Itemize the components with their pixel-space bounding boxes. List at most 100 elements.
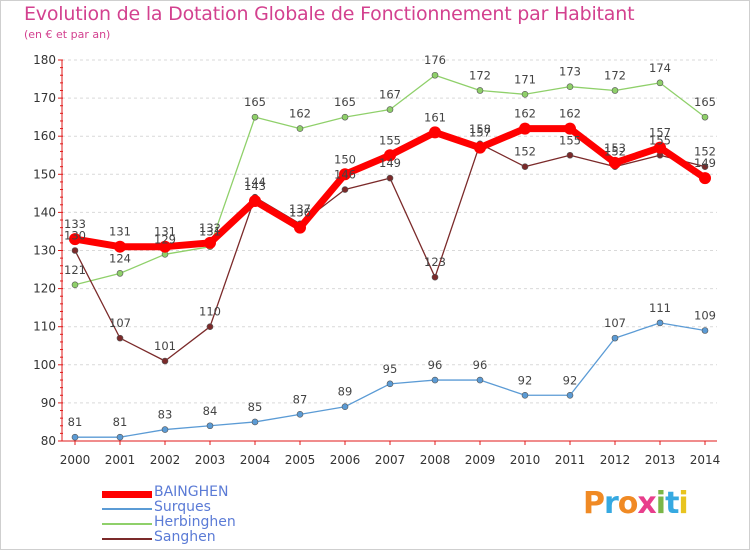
data-point (386, 106, 394, 113)
data-label: 162 (559, 107, 581, 121)
data-label: 146 (334, 168, 356, 182)
data-label: 144 (244, 175, 266, 189)
data-label: 131 (154, 225, 176, 239)
data-label: 131 (109, 225, 131, 239)
data-label: 101 (154, 339, 176, 353)
x-tick-label: 2003 (195, 453, 226, 467)
data-label: 81 (68, 415, 83, 429)
data-point (71, 247, 79, 254)
data-label: 155 (379, 133, 401, 147)
data-label: 165 (694, 95, 716, 109)
data-label: 167 (379, 88, 401, 102)
y-tick-label: 140 (33, 205, 56, 219)
data-label: 137 (289, 202, 311, 216)
x-tick-label: 2008 (420, 453, 451, 467)
data-point (429, 126, 441, 139)
x-tick-label: 2011 (555, 453, 586, 467)
data-label: 157 (469, 126, 491, 140)
data-point (476, 87, 484, 94)
y-tick-label: 90 (41, 396, 56, 410)
x-tick-label: 2007 (375, 453, 406, 467)
data-label: 162 (289, 107, 311, 121)
data-point (114, 240, 126, 253)
data-label: 153 (604, 141, 626, 155)
x-tick-label: 2009 (465, 453, 496, 467)
data-label: 83 (158, 408, 173, 422)
data-point (656, 319, 664, 327)
data-label: 110 (199, 305, 221, 319)
data-label: 84 (203, 404, 218, 418)
data-label: 174 (649, 61, 671, 75)
data-point (341, 403, 349, 411)
y-tick-label: 130 (33, 244, 56, 258)
data-point (116, 334, 124, 342)
data-label: 152 (694, 145, 716, 159)
data-point (339, 168, 351, 181)
data-point (566, 83, 574, 90)
x-tick-label: 2012 (600, 453, 631, 467)
data-label: 152 (604, 145, 626, 159)
data-point (564, 122, 576, 135)
data-label: 149 (379, 156, 401, 170)
data-label: 131 (199, 225, 221, 239)
data-label: 165 (334, 95, 356, 109)
data-label: 132 (199, 221, 221, 235)
data-point (116, 270, 124, 277)
data-label: 172 (604, 68, 626, 82)
data-label: 155 (649, 133, 671, 147)
data-label: 136 (289, 206, 311, 220)
data-label: 95 (383, 362, 398, 376)
legend-label: Sanghen (154, 529, 216, 545)
data-label: 165 (244, 95, 266, 109)
data-point (521, 391, 529, 399)
data-label: 87 (293, 392, 308, 406)
data-point (341, 113, 349, 121)
x-tick-label: 2013 (645, 453, 676, 467)
data-point (519, 122, 531, 135)
legend-swatch (102, 490, 152, 498)
data-point (521, 163, 529, 170)
data-point (701, 163, 709, 170)
data-point (249, 194, 261, 207)
legend-label: Herbinghen (154, 514, 236, 530)
y-tick-label: 110 (33, 320, 56, 334)
data-label: 130 (64, 229, 86, 243)
data-label: 176 (424, 53, 446, 67)
legend-swatch (102, 538, 152, 540)
data-label: 161 (424, 110, 446, 124)
y-tick-label: 160 (33, 129, 56, 143)
data-point (431, 71, 439, 79)
data-point (521, 90, 529, 98)
data-point (69, 233, 81, 246)
data-point (294, 221, 306, 234)
data-label: 129 (154, 232, 176, 246)
data-label: 109 (694, 309, 716, 323)
data-point (656, 79, 664, 87)
data-label: 149 (694, 156, 716, 170)
x-tick-label: 2010 (510, 453, 541, 467)
data-label: 152 (514, 145, 536, 159)
data-point (474, 141, 486, 154)
data-point (701, 113, 709, 121)
data-point (699, 172, 711, 185)
data-point (71, 433, 79, 441)
data-label: 96 (473, 358, 488, 372)
x-tick-label: 2001 (105, 453, 136, 467)
data-label: 111 (649, 301, 671, 315)
data-point (476, 376, 484, 384)
data-label: 121 (64, 263, 86, 277)
data-point (701, 327, 709, 334)
x-tick-label: 2004 (240, 453, 271, 467)
data-point (566, 391, 574, 399)
data-point (159, 240, 171, 253)
legend-swatch (102, 508, 152, 510)
data-label: 155 (559, 133, 581, 147)
data-label: 107 (109, 316, 131, 330)
data-label: 143 (244, 179, 266, 193)
data-point (296, 125, 304, 132)
data-point (384, 149, 396, 162)
data-label: 107 (604, 316, 626, 330)
legend-label: Surques (154, 499, 211, 515)
x-tick-label: 2000 (60, 453, 91, 467)
